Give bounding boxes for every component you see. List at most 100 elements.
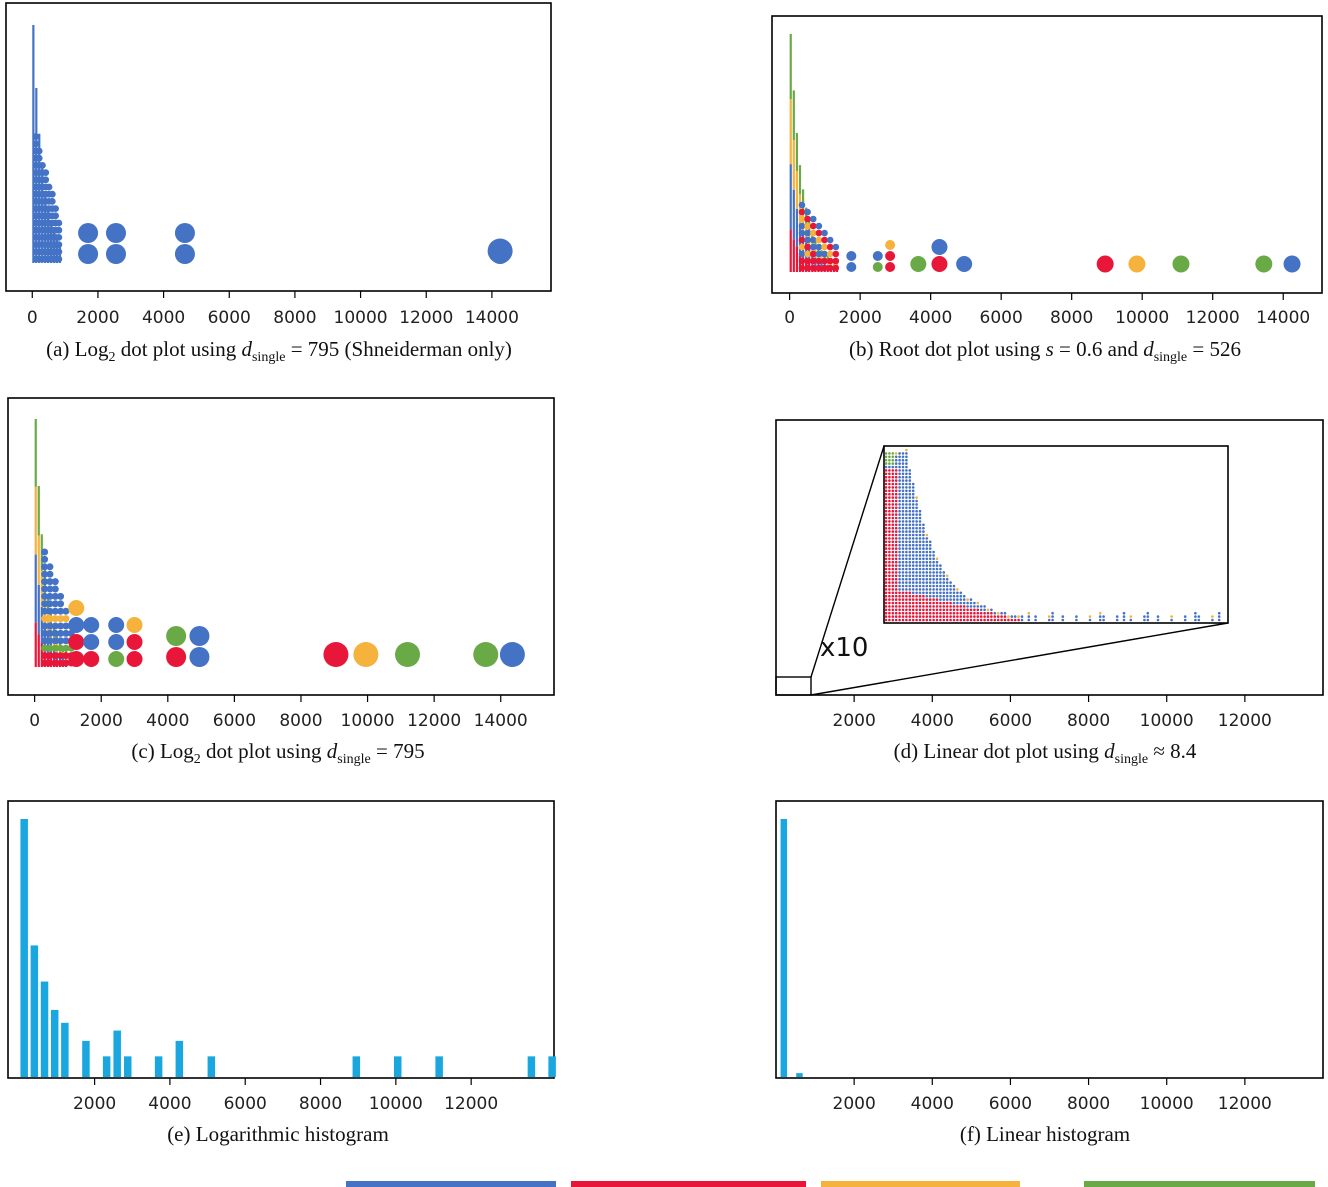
data-dot — [57, 659, 65, 667]
data-dot — [1122, 615, 1126, 618]
data-dot — [915, 594, 918, 598]
x-tick-label: 6000 — [989, 1094, 1032, 1114]
data-dot — [956, 611, 959, 615]
data-dot — [939, 571, 942, 574]
data-dot — [945, 574, 949, 578]
data-dot — [925, 601, 929, 605]
data-dot — [915, 550, 918, 554]
data-dot — [891, 516, 895, 520]
data-dot — [884, 594, 888, 598]
histogram-bar — [30, 945, 39, 1077]
data-dot — [1156, 615, 1160, 618]
data-dot — [846, 251, 857, 261]
data-dot — [959, 618, 963, 622]
panel-c-log2-dot-plot: 0 2000 4000 6000 8000 10000 12000 14000 — [7, 397, 555, 731]
data-dot — [932, 615, 935, 618]
data-dot — [888, 509, 891, 513]
data-dot — [888, 611, 891, 615]
dense-dot-column — [798, 165, 802, 195]
data-dot — [898, 554, 901, 557]
data-dot — [901, 499, 905, 503]
data-dot — [945, 608, 949, 612]
data-dot — [908, 516, 912, 520]
data-dot — [928, 601, 932, 605]
data-dot — [908, 618, 912, 622]
data-dot — [959, 605, 963, 608]
data-dot — [918, 608, 922, 612]
data-dot — [905, 550, 908, 554]
data-dot — [891, 509, 895, 513]
data-dot — [952, 594, 956, 598]
data-dot — [898, 475, 901, 479]
data-dot — [901, 588, 905, 591]
data-dot — [809, 257, 817, 265]
data-dot — [908, 472, 912, 476]
data-dot — [891, 605, 895, 608]
data-dot — [884, 571, 888, 574]
data-dot — [888, 489, 891, 493]
data-dot — [911, 564, 915, 567]
data-dot — [41, 622, 49, 630]
data-dot — [894, 564, 898, 567]
data-dot — [1027, 618, 1031, 622]
data-dot — [908, 567, 912, 571]
x-tick-label: 6000 — [989, 711, 1032, 731]
data-dot — [41, 555, 49, 563]
data-dot — [826, 236, 834, 244]
data-dot — [976, 608, 980, 612]
data-dot — [51, 637, 59, 645]
data-dot — [908, 615, 912, 618]
data-dot — [939, 577, 942, 581]
x-tick-label: 4000 — [142, 308, 185, 328]
data-dot — [872, 262, 883, 272]
data-dot — [51, 644, 59, 652]
data-dot — [1051, 615, 1054, 618]
data-dot — [949, 598, 952, 601]
data-dot — [894, 523, 898, 527]
data-dot — [908, 557, 912, 561]
data-dot — [905, 513, 908, 516]
data-dot — [57, 600, 65, 608]
data-dot — [915, 530, 918, 533]
data-dot — [45, 183, 53, 191]
histogram-bar — [548, 1056, 556, 1077]
data-dot — [894, 537, 898, 540]
data-dot — [918, 591, 922, 595]
data-dot — [928, 577, 932, 581]
data-dot — [952, 591, 956, 595]
data-dot — [901, 516, 905, 520]
data-dot — [42, 176, 50, 184]
data-dot — [52, 205, 59, 213]
caption-b: (b) Root dot plot using s = 0.6 and dsin… — [849, 337, 1241, 365]
data-dot — [925, 605, 929, 608]
data-dot — [894, 509, 898, 513]
data-dot — [908, 530, 912, 533]
data-dot — [894, 513, 898, 516]
data-dot — [925, 594, 929, 598]
data-dot — [888, 567, 891, 571]
data-dot — [911, 605, 915, 608]
data-dot — [908, 489, 912, 493]
data-dot — [83, 634, 100, 650]
data-dot — [918, 557, 922, 561]
data-dot — [901, 462, 905, 465]
data-dot — [908, 598, 912, 601]
data-dot — [939, 588, 942, 591]
data-dot — [898, 516, 901, 520]
data-dot — [952, 584, 956, 588]
x-tick-label: 10000 — [341, 711, 395, 731]
data-dot — [901, 530, 905, 533]
data-dot — [911, 526, 915, 530]
color-legend-strip — [346, 1181, 1315, 1187]
data-dot — [888, 496, 891, 499]
data-dot — [983, 618, 986, 622]
data-dot — [57, 622, 65, 630]
data-dot — [979, 615, 983, 618]
data-dot — [911, 611, 915, 615]
data-dot — [41, 607, 49, 615]
data-dot — [804, 229, 811, 237]
data-dot — [915, 509, 918, 513]
histogram-bar — [175, 1040, 184, 1077]
data-dot — [990, 618, 993, 622]
x-tick-label: 4000 — [911, 711, 954, 731]
